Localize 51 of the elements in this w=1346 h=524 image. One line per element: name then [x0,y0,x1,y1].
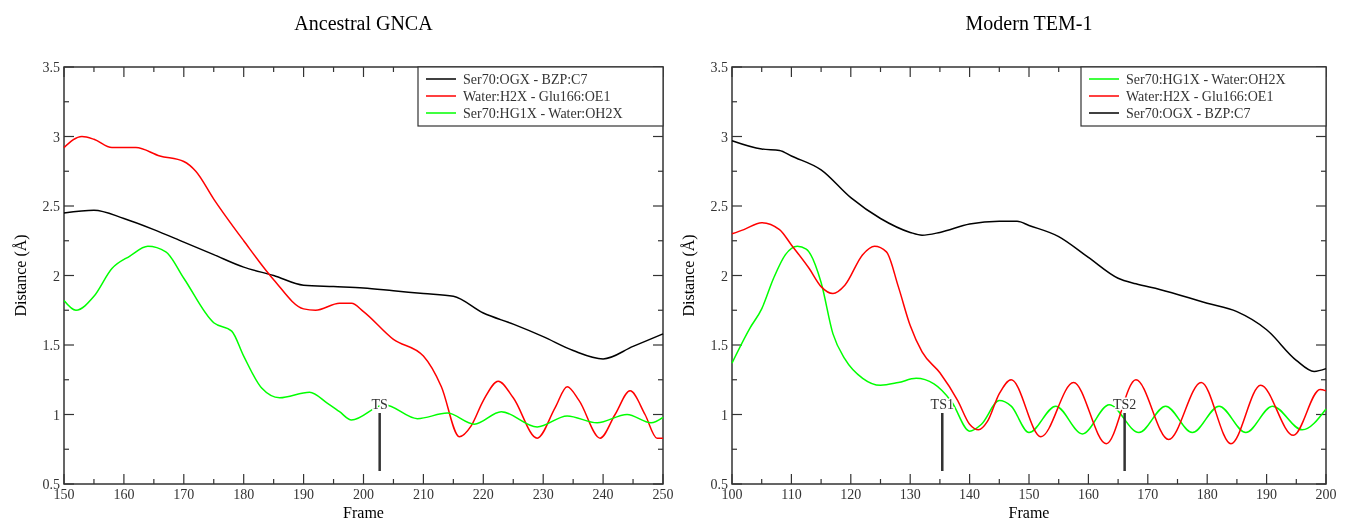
x-tick-label: 180 [1196,487,1218,502]
legend-label: Ser70:HG1X - Water:OH2X [1126,72,1286,87]
y-tick-label: 1 [721,407,728,423]
x-tick-label: 220 [472,487,494,502]
x-tick-label: 210 [412,487,434,502]
y-tick-label: 2 [53,268,60,284]
x-axis-title: Frame [1008,504,1050,521]
x-tick-label: 240 [592,487,614,502]
y-tick-label: 3.5 [710,60,728,75]
legend-label: Water:H2X - Glu166:OE1 [463,89,611,104]
x-tick-label: 140 [959,487,981,502]
ref-line-label: TS1 [930,397,954,412]
chart-title: Modern TEM-1 [965,12,1093,34]
x-tick-label: 190 [293,487,315,502]
x-axis-title: Frame [343,504,384,521]
y-axis-title: Distance (Å) [12,234,30,317]
y-tick-label: 1 [53,407,60,423]
y-tick-label: 1.5 [710,338,728,353]
y-tick-label: 2.5 [42,199,60,214]
line-series [731,221,1327,445]
y-tick-label: 2 [721,268,728,284]
line-series [63,245,664,428]
x-tick-label: 180 [233,487,255,502]
x-tick-label: 170 [173,487,195,502]
chart-title: Ancestral GNCA [294,12,434,34]
legend-label: Ser70:OGX - BZP:C7 [463,72,588,87]
line-series [731,139,1327,373]
legend-label: Water:H2X - Glu166:OE1 [1126,89,1274,104]
line-series [731,245,1327,435]
x-tick-label: 130 [899,487,921,502]
y-axis-title: Distance (Å) [680,234,698,317]
x-tick-label: 200 [353,487,374,502]
x-tick-label: 160 [113,487,135,502]
x-tick-label: 150 [1018,487,1040,502]
y-tick-label: 3 [53,129,60,145]
y-tick-label: 3.5 [42,60,60,75]
x-tick-label: 200 [1315,487,1337,502]
legend-label: Ser70:OGX - BZP:C7 [1126,106,1251,121]
x-tick-label: 170 [1137,487,1159,502]
x-tick-label: 250 [652,487,674,502]
legend-label: Ser70:HG1X - Water:OH2X [463,106,623,121]
x-tick-label: 190 [1256,487,1278,502]
line-series [63,135,664,439]
x-tick-label: 120 [840,487,862,502]
x-tick-label: 230 [532,487,554,502]
x-tick-label: 110 [781,487,802,502]
line-series [63,209,664,360]
y-tick-label: 2.5 [710,199,728,214]
x-tick-label: 160 [1077,487,1099,502]
y-tick-label: 1.5 [42,338,60,353]
y-tick-label: 3 [721,129,728,145]
